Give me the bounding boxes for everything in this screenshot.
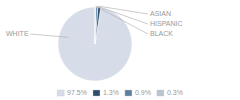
category-label: HISPANIC	[150, 20, 183, 27]
legend-label: 0.3%	[167, 89, 183, 96]
leader-line	[95, 6, 148, 34]
legend: 97.5% 1.3% 0.9% 0.3%	[57, 89, 183, 96]
category-label: ASIAN	[150, 10, 171, 17]
legend-swatch	[157, 90, 164, 96]
annotations: WHITE ASIAN HISPANIC BLACK	[6, 6, 183, 37]
leader-line	[99, 6, 148, 14]
legend-item: 97.5%	[57, 89, 87, 96]
category-label: WHITE	[6, 30, 29, 37]
legend-label: 1.3%	[103, 89, 119, 96]
legend-label: 97.5%	[67, 89, 87, 96]
legend-swatch	[93, 90, 100, 96]
pie-slice	[95, 7, 98, 44]
legend-item: 0.3%	[157, 89, 183, 96]
leader-line	[31, 34, 69, 37]
pie-slice	[95, 7, 101, 44]
pie-slice	[58, 7, 132, 81]
pie	[58, 7, 132, 81]
leader-line	[97, 6, 148, 24]
category-label: BLACK	[150, 30, 173, 37]
legend-label: 0.9%	[135, 89, 151, 96]
legend-swatch	[125, 90, 132, 96]
chart: WHITE ASIAN HISPANIC BLACK 97.5% 1.3% 0.9% 0.3%	[0, 0, 240, 100]
pie-slice	[95, 7, 97, 44]
legend-item: 0.9%	[125, 89, 151, 96]
legend-item: 1.3%	[93, 89, 119, 96]
legend-swatch	[57, 90, 64, 96]
